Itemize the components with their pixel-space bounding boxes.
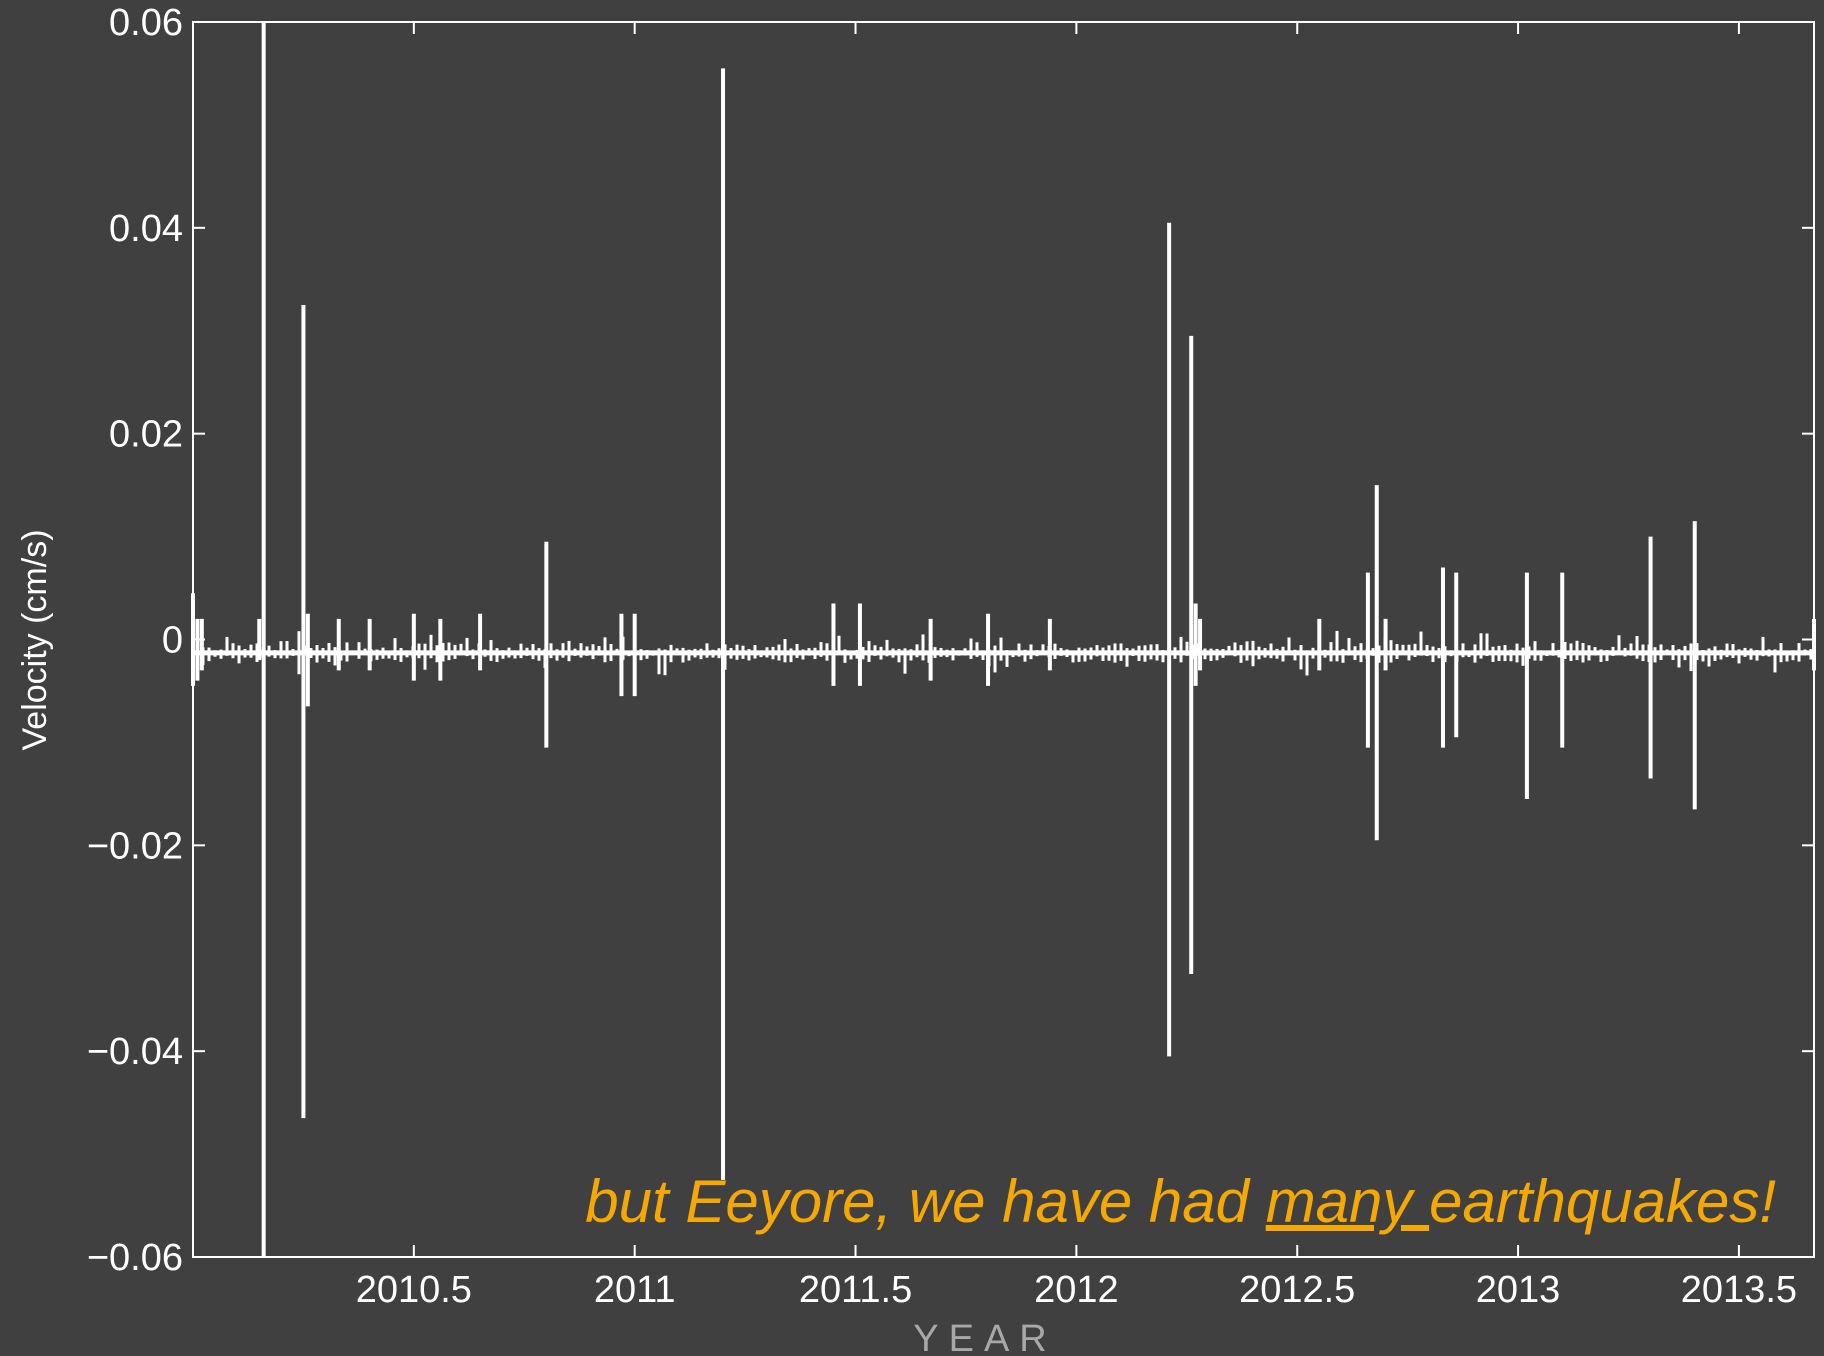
annotation-before: but Eeyore, we have had [585, 1168, 1265, 1235]
y-tick-label: −0.06 [87, 1237, 183, 1279]
x-tick-label: 2011.5 [799, 1269, 912, 1311]
y-tick-label: 0.04 [109, 208, 183, 250]
annotation-text: but Eeyore, we have had many earthquakes… [585, 1168, 1776, 1235]
x-tick-label: 2012.5 [1239, 1269, 1355, 1311]
annotation-emphasis: many [1266, 1168, 1429, 1235]
y-tick-label: −0.02 [87, 825, 183, 867]
x-tick-label: 2011 [594, 1269, 676, 1311]
x-axis-title: YEAR [913, 1318, 1056, 1356]
x-tick-label: 2012 [1034, 1269, 1119, 1311]
x-tick-label: 2010.5 [356, 1269, 472, 1311]
y-tick-label: 0.02 [109, 414, 183, 456]
x-tick-label: 2013 [1476, 1269, 1561, 1311]
y-tick-label: 0 [162, 620, 183, 662]
y-tick-label: −0.04 [87, 1031, 183, 1073]
y-axis-title: Velocity (cm/s) [16, 529, 54, 750]
x-tick-label: 2013.5 [1681, 1269, 1797, 1311]
y-tick-label: 0.06 [109, 2, 183, 44]
annotation-after: earthquakes! [1429, 1168, 1776, 1235]
plot-frame [192, 21, 1815, 1258]
